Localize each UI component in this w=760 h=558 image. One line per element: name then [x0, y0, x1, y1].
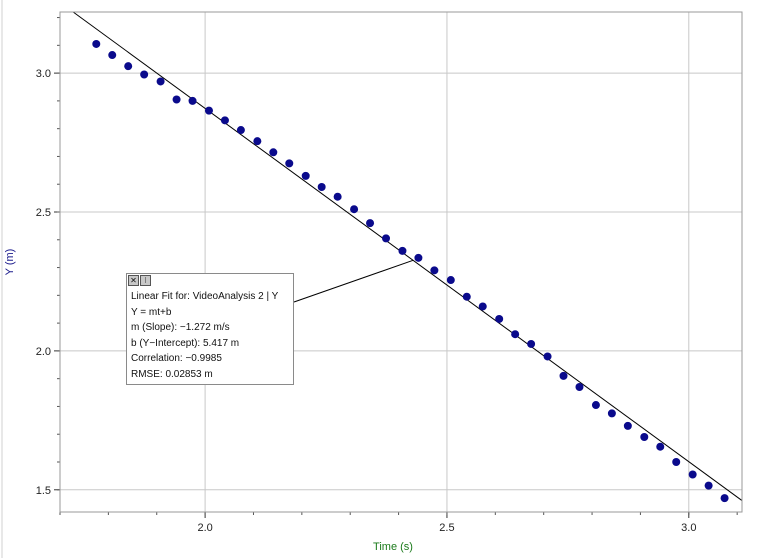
data-point: [92, 39, 101, 48]
data-point: [204, 106, 213, 115]
fit-line: [72, 11, 743, 501]
x-axis-label: Time (s): [373, 541, 413, 553]
data-point: [414, 253, 423, 262]
fit-rmse: RMSE: 0.02853 m: [131, 368, 213, 380]
data-point: [188, 96, 197, 105]
grid: [60, 12, 742, 512]
minor-ticks: [54, 17, 738, 518]
data-point: [720, 494, 729, 503]
data-point: [511, 330, 520, 339]
data-point: [269, 148, 278, 157]
data-point: [398, 246, 407, 255]
data-point: [623, 421, 632, 430]
fit-slope: m (Slope): −1.272 m/s: [131, 322, 230, 333]
x-tick-labels: 2.0 2.5 3.0: [197, 522, 696, 534]
data-point: [382, 234, 391, 243]
fit-box-controls: ✕ ⁝: [128, 275, 152, 287]
y-tick-labels: 1.5 2.0 2.5 3.0: [36, 68, 51, 497]
data-point: [220, 116, 229, 125]
fit-box-lines: Linear Fit for: VideoAnalysis 2 | Y Y = …: [131, 289, 278, 382]
data-point: [333, 192, 342, 201]
data-point: [140, 70, 149, 79]
data-point: [591, 401, 600, 410]
y-axis-label: Y (m): [4, 249, 16, 276]
data-point: [527, 339, 536, 348]
y-tick-label: 2.5: [36, 207, 51, 219]
fit-title: Linear Fit for: VideoAnalysis 2 | Y: [131, 291, 279, 302]
data-point: [156, 77, 165, 86]
data-point: [495, 314, 504, 323]
data-point: [301, 171, 310, 180]
data-point: [172, 95, 181, 104]
close-icon[interactable]: ✕: [128, 275, 139, 286]
fit-intercept: b (Y−Intercept): 5.417 m: [131, 337, 240, 349]
data-point: [236, 126, 245, 135]
y-tick-label: 2.0: [36, 346, 51, 358]
data-point: [672, 458, 681, 466]
data-point: [704, 481, 713, 490]
options-icon[interactable]: ⁝: [140, 275, 151, 286]
data-points: [92, 39, 729, 503]
data-point: [108, 51, 117, 60]
data-point: [317, 183, 326, 191]
data-point: [607, 409, 616, 418]
data-point: [446, 276, 455, 285]
data-point: [253, 137, 262, 146]
data-point: [575, 383, 584, 391]
data-point: [656, 442, 665, 451]
data-point: [430, 266, 439, 275]
fit-correlation: Correlation: −0.9985: [131, 353, 222, 364]
x-tick-label: 3.0: [681, 522, 696, 534]
fit-equation: Y = mt+b: [131, 306, 172, 318]
y-tick-label: 1.5: [36, 485, 51, 497]
data-point: [478, 302, 487, 311]
data-point: [285, 159, 294, 168]
data-point: [559, 371, 568, 380]
data-point: [640, 433, 649, 441]
linear-fit-box[interactable]: ✕ ⁝ Linear Fit for: VideoAnalysis 2 | Y Y…: [126, 273, 294, 385]
fit-callout-line: [293, 259, 414, 303]
data-point: [350, 205, 359, 214]
data-point: [543, 352, 552, 361]
data-point: [366, 219, 375, 228]
data-point: [124, 62, 133, 71]
data-point: [462, 292, 471, 301]
data-point: [688, 470, 697, 479]
x-tick-label: 2.5: [439, 522, 454, 534]
plot-frame: [59, 11, 743, 513]
x-tick-label: 2.0: [197, 522, 212, 534]
y-tick-label: 3.0: [36, 68, 51, 80]
